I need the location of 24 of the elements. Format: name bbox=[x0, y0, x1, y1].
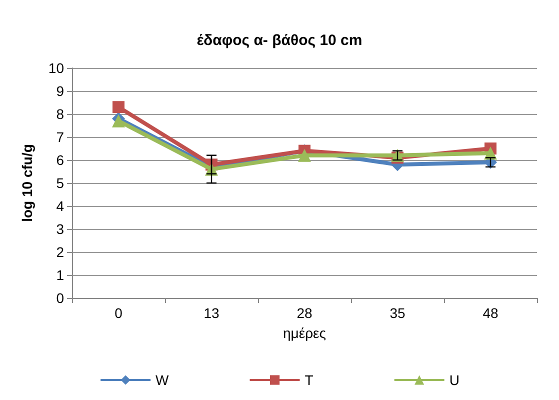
x-tick-label: 28 bbox=[296, 305, 312, 321]
x-tick-label: 0 bbox=[114, 305, 123, 321]
point bbox=[112, 101, 124, 114]
x-tick-label: 48 bbox=[482, 305, 498, 321]
y-tick-label: 3 bbox=[56, 221, 64, 237]
y-tick-label: 10 bbox=[48, 60, 64, 76]
legend-label: U bbox=[449, 372, 460, 388]
legend-label: W bbox=[156, 372, 170, 388]
y-tick-label: 4 bbox=[56, 198, 64, 214]
y-axis-title: log 10 cfu/g bbox=[19, 144, 35, 222]
x-tick-label: 35 bbox=[390, 305, 406, 321]
point bbox=[298, 148, 311, 162]
legend-label: T bbox=[304, 372, 314, 388]
x-axis-title: ημέρες bbox=[282, 325, 326, 341]
chart-title: έδαφος α- βάθος 10 cm bbox=[196, 32, 362, 49]
y-tick-label: 2 bbox=[56, 244, 64, 260]
x-tick-label: 13 bbox=[204, 305, 220, 321]
y-tick-label: 6 bbox=[56, 152, 64, 168]
y-tick-label: 0 bbox=[56, 290, 64, 306]
y-tick-label: 8 bbox=[56, 106, 64, 122]
y-tick-label: 7 bbox=[56, 129, 64, 145]
y-tick-label: 9 bbox=[56, 83, 64, 99]
y-tick-label: 5 bbox=[56, 175, 64, 191]
y-tick-label: 1 bbox=[56, 267, 64, 283]
